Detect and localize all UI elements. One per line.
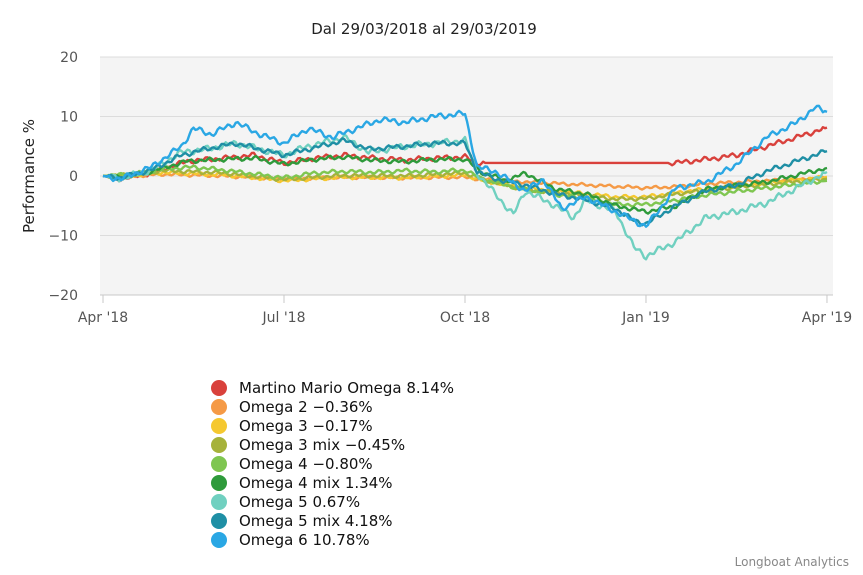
legend-label: Martino Mario Omega 8.14% xyxy=(239,379,454,398)
y-axis-label: Performance % xyxy=(20,119,38,233)
x-tick-label: Jan '19 xyxy=(621,310,670,326)
series-line-omega-5-mix xyxy=(102,137,828,227)
legend-label: Omega 5 mix 4.18% xyxy=(239,511,393,530)
legend-item[interactable]: Omega 3 mix −0.45% xyxy=(211,436,454,455)
legend-marker-icon xyxy=(211,512,227,529)
legend-marker-icon xyxy=(211,493,227,510)
legend-item[interactable]: Martino Mario Omega 8.14% xyxy=(211,379,454,398)
legend-marker-icon xyxy=(211,437,227,454)
series-line-martino-mario-omega xyxy=(102,125,828,183)
legend-item[interactable]: Omega 6 10.78% xyxy=(211,530,454,549)
series-line-omega-6 xyxy=(102,104,828,228)
x-tick-label: Jul '18 xyxy=(261,310,305,326)
legend-item[interactable]: Omega 4 −0.80% xyxy=(211,455,454,474)
chart-legend: Martino Mario Omega 8.14% Omega 2 −0.36% O… xyxy=(211,379,454,549)
series-line-omega-4 xyxy=(102,164,828,208)
x-tick-label: Apr '19 xyxy=(802,310,852,326)
legend-label: Omega 4 −0.80% xyxy=(239,455,373,473)
legend-item[interactable]: Omega 2 −0.36% xyxy=(211,398,454,417)
legend-label: Omega 3 −0.17% xyxy=(239,417,373,436)
legend-marker-icon xyxy=(211,474,227,491)
legend-marker-icon xyxy=(211,399,227,416)
x-tick-label: Apr '18 xyxy=(78,310,128,326)
legend-marker-icon xyxy=(211,380,227,397)
legend-item[interactable]: Omega 4 mix 1.34% xyxy=(211,473,454,492)
legend-marker-icon xyxy=(211,456,227,472)
series-lines xyxy=(102,104,828,261)
legend-item[interactable]: Omega 5 0.67% xyxy=(211,492,454,511)
legend-marker-icon xyxy=(211,418,227,435)
legend-label: Omega 2 −0.36% xyxy=(239,398,373,417)
series-line-omega-4-mix xyxy=(102,154,828,215)
legend-label: Omega 4 mix 1.34% xyxy=(239,473,393,492)
y-tick-label: −10 xyxy=(48,229,78,245)
legend-label: Omega 3 mix −0.45% xyxy=(239,436,406,455)
legend-label: Omega 5 0.67% xyxy=(239,492,361,511)
legend-item[interactable]: Omega 3 −0.17% xyxy=(211,417,454,436)
y-tick-label: −20 xyxy=(48,288,78,304)
y-tick-label: 0 xyxy=(69,169,78,185)
legend-item[interactable]: Omega 5 mix 4.18% xyxy=(211,511,454,530)
credit-label: Longboat Analytics xyxy=(734,555,849,569)
y-tick-label: 20 xyxy=(60,50,78,66)
y-tick-label: 10 xyxy=(60,110,78,126)
legend-label: Omega 6 10.78% xyxy=(239,530,370,549)
chart-title: Dal 29/03/2018 al 29/03/2019 xyxy=(311,20,536,38)
legend-marker-icon xyxy=(211,531,227,548)
x-tick-label: Oct '18 xyxy=(440,310,490,326)
